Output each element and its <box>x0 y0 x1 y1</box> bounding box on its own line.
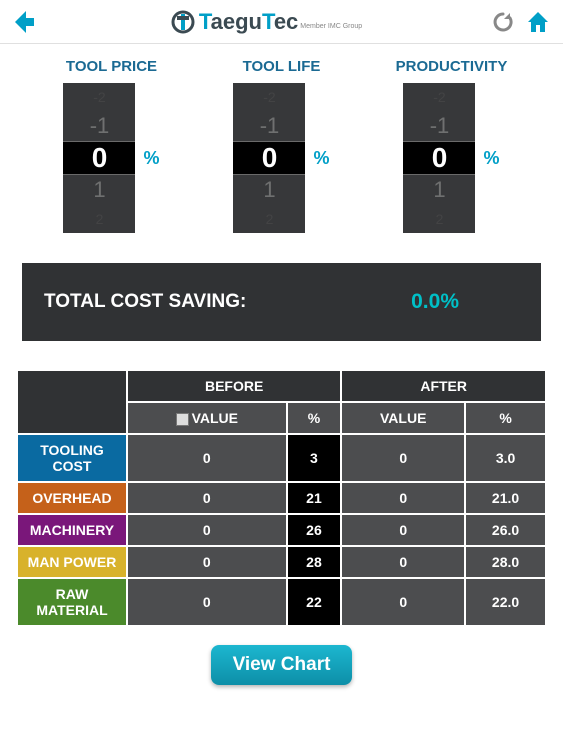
back-icon[interactable] <box>12 9 42 35</box>
topbar-right <box>491 9 551 35</box>
cell-after-value: 0 <box>342 579 464 625</box>
cell-after-pct: 28.0 <box>466 547 545 577</box>
cell-after-value: 0 <box>342 515 464 545</box>
cell-before-value[interactable]: 0 <box>128 579 286 625</box>
topbar-center: TaeguTec Member IMC Group <box>171 9 362 35</box>
table-row: MAN POWER 0 28 0 28.0 <box>18 547 545 577</box>
row-label: OVERHEAD <box>18 483 126 513</box>
cell-after-value: 0 <box>342 483 464 513</box>
row-label: RAW MATERIAL <box>18 579 126 625</box>
total-label: TOTAL COST SAVING: <box>44 291 411 313</box>
topbar-left <box>12 9 42 35</box>
pickers-row: TOOL PRICE -2 -1 0 1 2 % TOOL LIFE -2 -1… <box>0 44 563 243</box>
topbar: TaeguTec Member IMC Group <box>0 0 563 44</box>
refresh-icon[interactable] <box>491 10 515 34</box>
brand-name: TaeguTec <box>199 9 298 35</box>
total-value: 0.0% <box>411 290 459 314</box>
cell-before-pct[interactable]: 26 <box>288 515 341 545</box>
col-group-after: AFTER <box>342 371 545 401</box>
picker-tool-price: TOOL PRICE -2 -1 0 1 2 % <box>47 58 177 233</box>
cost-table: BEFORE AFTER VALUE % VALUE % TOOLING COS… <box>16 369 547 627</box>
cell-before-pct[interactable]: 3 <box>288 435 341 481</box>
row-label: TOOLING COST <box>18 435 126 481</box>
home-icon[interactable] <box>525 9 551 35</box>
cell-after-pct: 3.0 <box>466 435 545 481</box>
col-after-pct: % <box>466 403 545 433</box>
percent-label: % <box>483 148 499 169</box>
picker-wheel[interactable]: -2 -1 0 1 2 <box>403 83 475 233</box>
col-before-pct: % <box>288 403 341 433</box>
cell-before-value[interactable]: 0 <box>128 483 286 513</box>
brand-tagline: Member IMC Group <box>300 23 362 30</box>
total-cost-saving-bar: TOTAL COST SAVING: 0.0% <box>22 263 541 341</box>
cell-before-pct[interactable]: 21 <box>288 483 341 513</box>
percent-label: % <box>313 148 329 169</box>
picker-label: TOOL LIFE <box>243 58 321 75</box>
cell-before-pct[interactable]: 22 <box>288 579 341 625</box>
row-label: MACHINERY <box>18 515 126 545</box>
cell-after-pct: 21.0 <box>466 483 545 513</box>
table-row: TOOLING COST 0 3 0 3.0 <box>18 435 545 481</box>
picker-label: PRODUCTIVITY <box>396 58 508 75</box>
col-group-before: BEFORE <box>128 371 340 401</box>
table-row: RAW MATERIAL 0 22 0 22.0 <box>18 579 545 625</box>
cell-before-value[interactable]: 0 <box>128 515 286 545</box>
cell-before-value[interactable]: 0 <box>128 547 286 577</box>
row-label: MAN POWER <box>18 547 126 577</box>
col-after-value: VALUE <box>342 403 464 433</box>
table-corner <box>18 371 126 433</box>
select-all-checkbox[interactable] <box>176 413 189 426</box>
cell-after-value: 0 <box>342 547 464 577</box>
picker-wheel[interactable]: -2 -1 0 1 2 <box>233 83 305 233</box>
table-row: MACHINERY 0 26 0 26.0 <box>18 515 545 545</box>
table-row: OVERHEAD 0 21 0 21.0 <box>18 483 545 513</box>
cell-after-pct: 22.0 <box>466 579 545 625</box>
picker-tool-life: TOOL LIFE -2 -1 0 1 2 % <box>217 58 347 233</box>
cell-after-pct: 26.0 <box>466 515 545 545</box>
brand-logo: TaeguTec Member IMC Group <box>171 9 362 35</box>
view-chart-button[interactable]: View Chart <box>211 645 353 685</box>
cell-after-value: 0 <box>342 435 464 481</box>
cell-before-value[interactable]: 0 <box>128 435 286 481</box>
cell-before-pct[interactable]: 28 <box>288 547 341 577</box>
picker-label: TOOL PRICE <box>66 58 157 75</box>
view-chart-row: View Chart <box>0 645 563 685</box>
picker-productivity: PRODUCTIVITY -2 -1 0 1 2 % <box>387 58 517 233</box>
col-before-value: VALUE <box>128 403 286 433</box>
picker-wheel[interactable]: -2 -1 0 1 2 <box>63 83 135 233</box>
percent-label: % <box>143 148 159 169</box>
